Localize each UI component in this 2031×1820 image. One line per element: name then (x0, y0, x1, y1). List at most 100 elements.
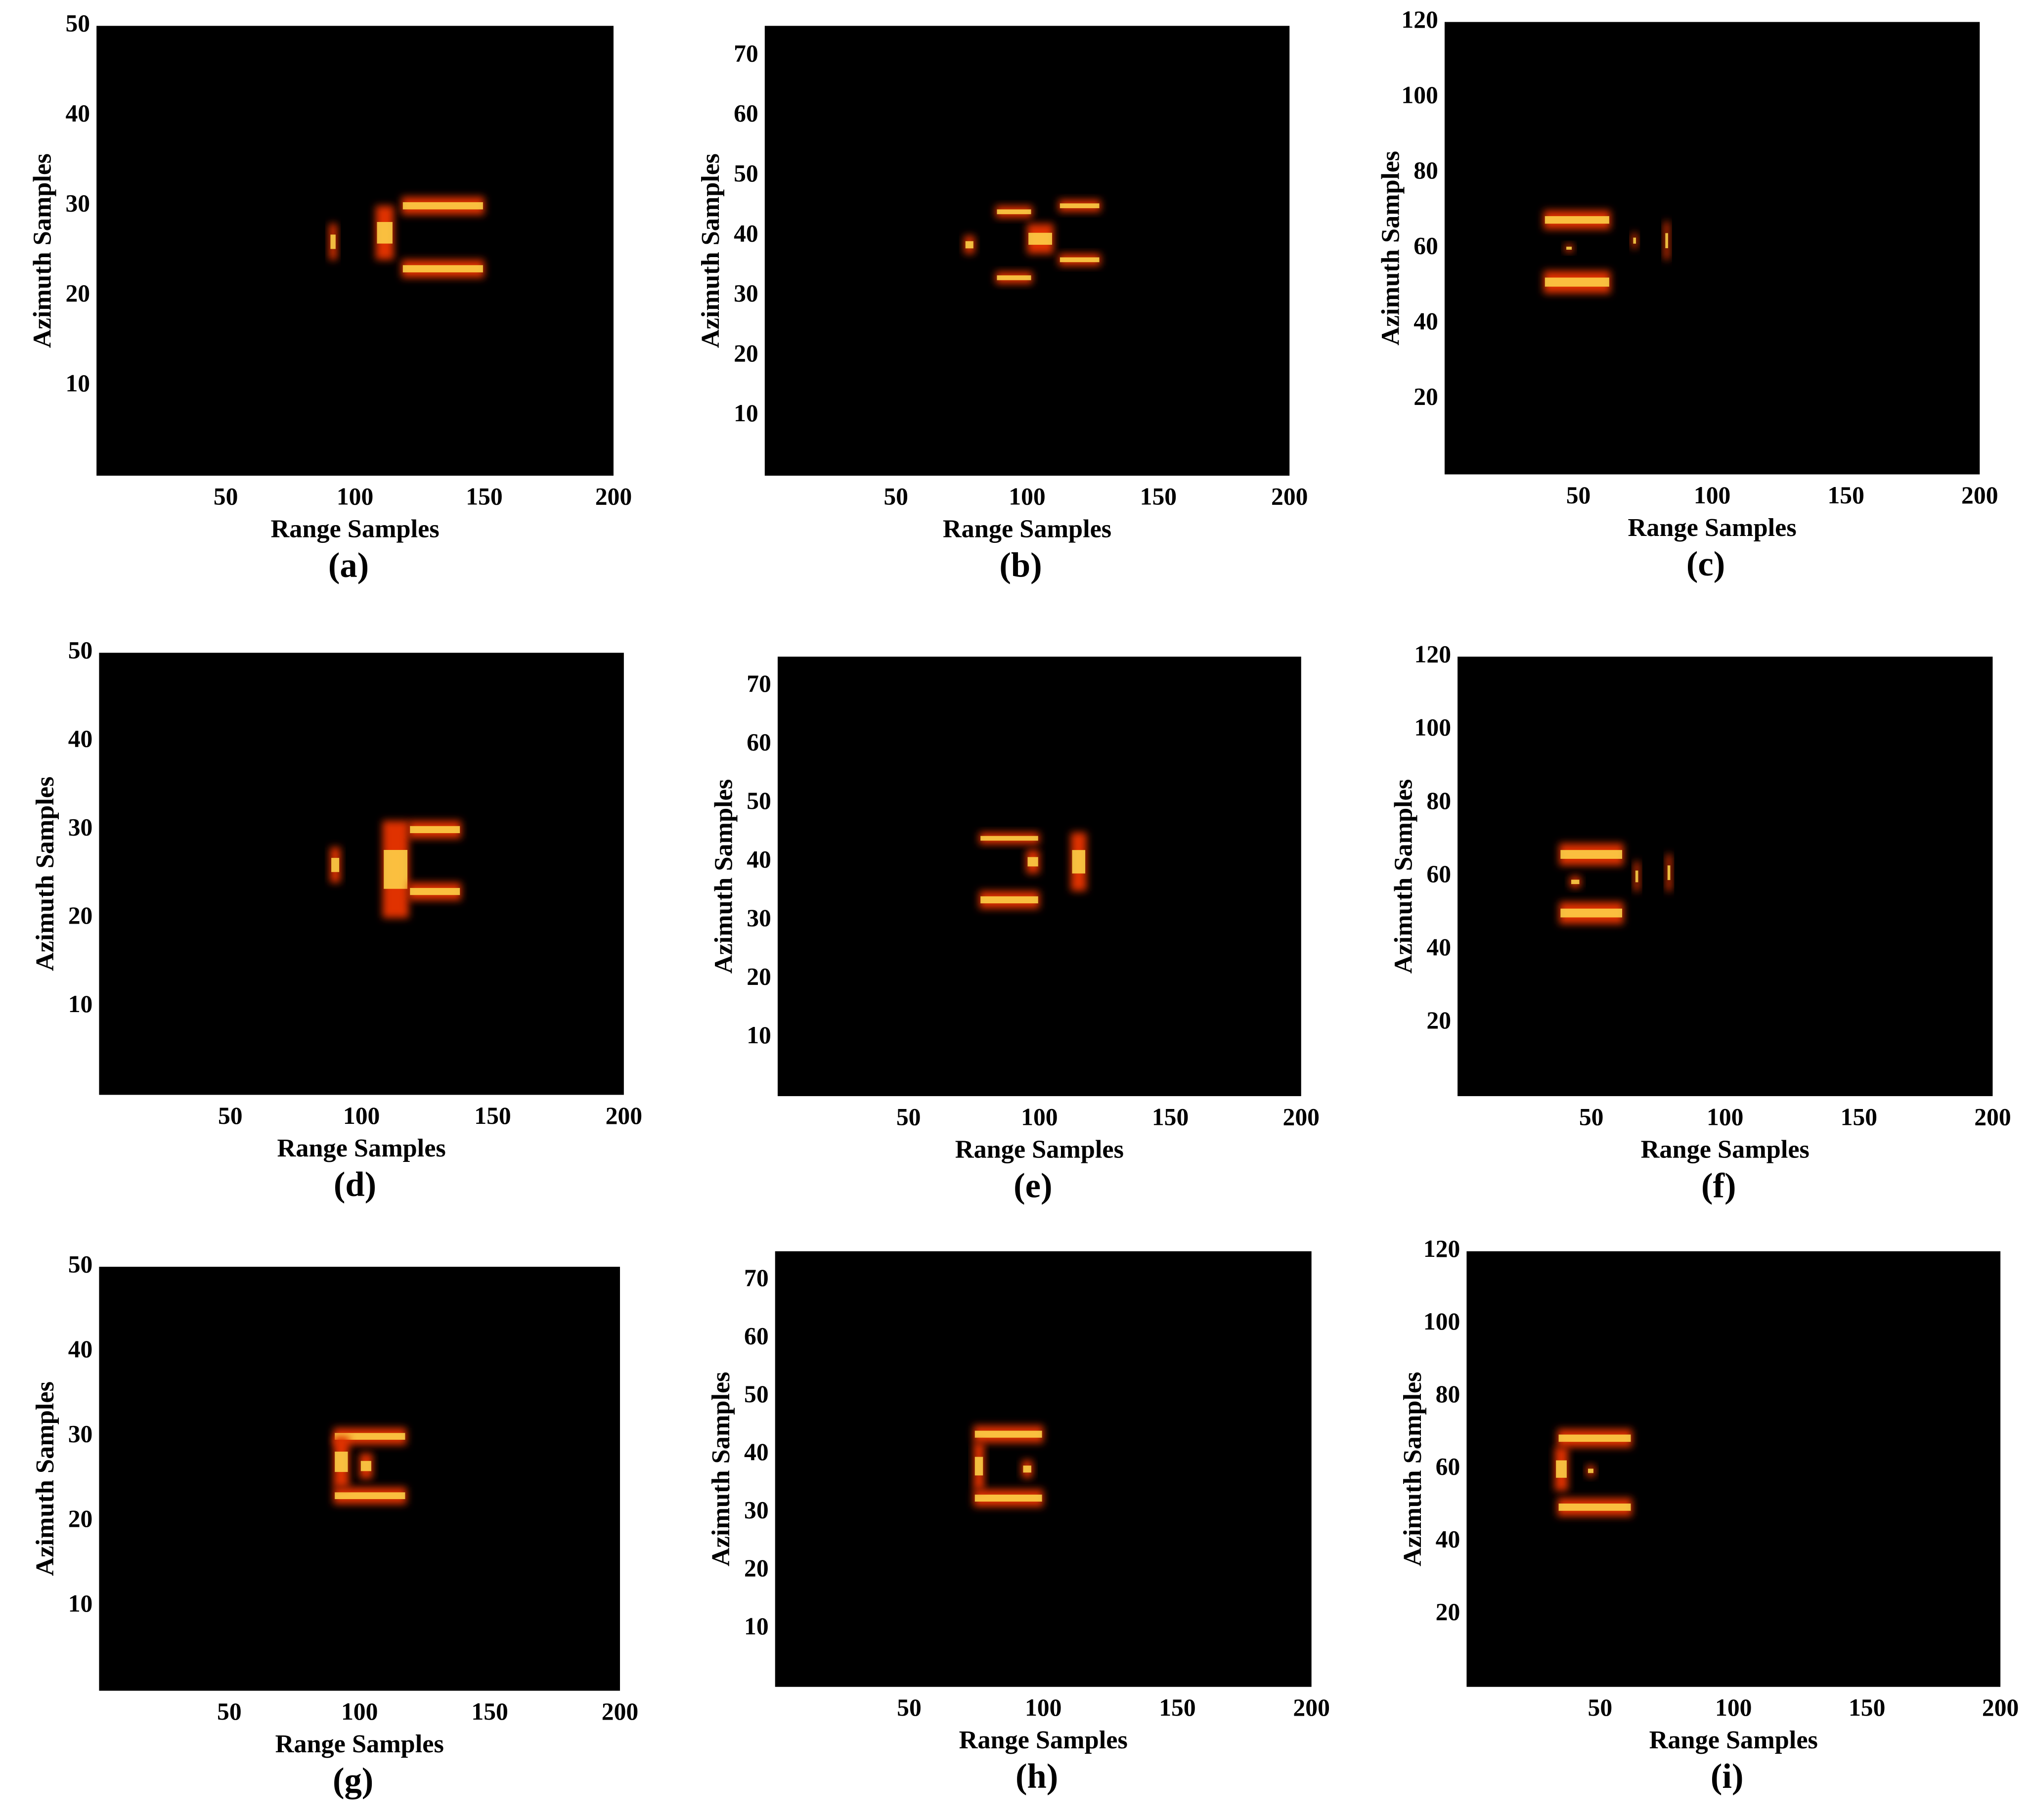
spot-core (1556, 1460, 1567, 1478)
y-tick-label: 50 (65, 10, 90, 37)
panel-caption: (c) (1686, 545, 1725, 583)
x-tick-label: 100 (1694, 482, 1730, 509)
spot-core (1028, 232, 1052, 245)
x-tick-label: 150 (1152, 1103, 1189, 1130)
x-axis-label: Range Samples (955, 1135, 1124, 1163)
y-tick-label: 100 (1423, 1308, 1460, 1335)
spot-core (974, 1430, 1042, 1438)
x-tick-label: 50 (1566, 482, 1591, 509)
plot-area (775, 1251, 1312, 1687)
y-tick-label: 20 (734, 340, 758, 367)
y-tick-label: 20 (747, 963, 771, 990)
x-tick-label: 50 (1588, 1694, 1613, 1721)
spot-core (377, 222, 393, 244)
spot-core (1060, 203, 1100, 209)
x-axis-label: Range Samples (275, 1730, 444, 1758)
x-tick-label: 50 (883, 483, 908, 510)
spot-core (997, 209, 1031, 215)
y-tick-label: 50 (747, 787, 771, 814)
panel: 50 100 150 200 20 40 60 80 100 120 Range Samples Az… (1389, 640, 2011, 1205)
spot-core (1635, 870, 1638, 883)
x-axis-label: Range Samples (959, 1726, 1128, 1754)
x-tick-label: 200 (1961, 482, 1998, 509)
plot-area (96, 26, 614, 476)
panel: 50 100 150 200 20 40 60 80 100 120 Range Samples Az… (1376, 6, 1998, 583)
y-tick-label: 100 (1414, 714, 1451, 741)
panel: 50 100 150 200 10 20 30 40 50 60 70 Range Samples Az… (709, 657, 1320, 1205)
y-axis-label: Azimuth Samples (1398, 1372, 1427, 1566)
x-tick-label: 200 (595, 483, 632, 510)
y-tick-label: 100 (1401, 81, 1438, 108)
spot-core (1027, 857, 1038, 867)
spot-core (1023, 1465, 1031, 1473)
x-tick-label: 200 (1271, 483, 1308, 510)
y-tick-label: 50 (68, 1250, 93, 1278)
x-axis-label: Range Samples (1628, 513, 1797, 542)
y-tick-label: 40 (747, 845, 771, 873)
x-axis-label: Range Samples (1649, 1726, 1818, 1754)
y-tick-label: 30 (68, 1420, 93, 1447)
panel-caption: (e) (1014, 1166, 1052, 1205)
y-axis-label: Azimuth Samples (1376, 151, 1405, 345)
panel: 50 100 150 200 10 20 30 40 50 Range Samples Azimut… (28, 10, 632, 585)
spot-core (1571, 880, 1580, 885)
spot-core (410, 888, 460, 895)
y-axis-label: Azimuth Samples (709, 779, 738, 974)
x-tick-label: 150 (1827, 482, 1864, 509)
spot-core (402, 265, 483, 272)
x-tick-label: 200 (606, 1102, 642, 1129)
y-tick-label: 10 (65, 370, 90, 397)
plot-area (1466, 1251, 2001, 1687)
x-tick-label: 150 (1159, 1694, 1195, 1721)
panel: 50 100 150 200 10 20 30 40 50 60 70 Range Samples Az… (706, 1251, 1330, 1796)
y-tick-label: 60 (1426, 860, 1451, 888)
spot-core (384, 850, 408, 889)
x-tick-label: 100 (1025, 1694, 1061, 1721)
y-tick-label: 50 (68, 637, 93, 664)
x-tick-label: 100 (1715, 1694, 1752, 1721)
spot-core (965, 241, 973, 249)
panel-caption: (b) (999, 546, 1042, 585)
panel-caption: (g) (333, 1761, 373, 1800)
spot-core (360, 1461, 371, 1471)
plot-area (99, 653, 624, 1095)
spot-core (974, 1457, 983, 1476)
y-tick-label: 70 (734, 40, 758, 67)
panel: 50 100 150 200 20 40 60 80 100 120 Range Samples Az… (1398, 1235, 2019, 1796)
spot-core (1545, 277, 1609, 287)
x-tick-label: 200 (1293, 1694, 1329, 1721)
y-tick-label: 20 (68, 1505, 93, 1532)
x-tick-label: 200 (1283, 1103, 1320, 1130)
spot-core (1558, 1503, 1631, 1511)
y-tick-label: 30 (744, 1497, 769, 1524)
spot-core (1665, 233, 1668, 248)
y-axis-label: Azimuth Samples (696, 153, 725, 348)
x-tick-label: 100 (1009, 483, 1045, 510)
y-tick-label: 60 (744, 1322, 769, 1349)
y-tick-label: 120 (1401, 6, 1438, 33)
x-axis-label: Range Samples (277, 1134, 446, 1162)
spot-core (410, 826, 460, 834)
y-tick-label: 60 (1436, 1453, 1460, 1480)
y-tick-label: 30 (68, 813, 93, 841)
spot-core (1633, 237, 1636, 244)
y-tick-label: 50 (734, 160, 758, 187)
x-tick-label: 100 (341, 1698, 378, 1725)
y-tick-label: 120 (1423, 1235, 1460, 1262)
y-tick-label: 30 (734, 280, 758, 307)
spot-core (402, 202, 483, 210)
panel: 50 100 150 200 10 20 30 40 50 60 70 Range Samples Az… (696, 26, 1308, 585)
y-tick-label: 10 (747, 1021, 771, 1049)
panel-caption: (d) (334, 1165, 376, 1204)
y-axis-label: Azimuth Samples (31, 777, 59, 971)
spot-core (980, 836, 1038, 841)
spot-core (1072, 850, 1086, 874)
plot-area (777, 657, 1301, 1096)
panel: 50 100 150 200 10 20 30 40 50 Range Samples Azimut… (31, 637, 642, 1204)
spot-core (1545, 216, 1609, 224)
y-tick-label: 20 (744, 1554, 769, 1582)
spot-core (1560, 908, 1623, 918)
y-tick-label: 60 (1413, 232, 1438, 259)
